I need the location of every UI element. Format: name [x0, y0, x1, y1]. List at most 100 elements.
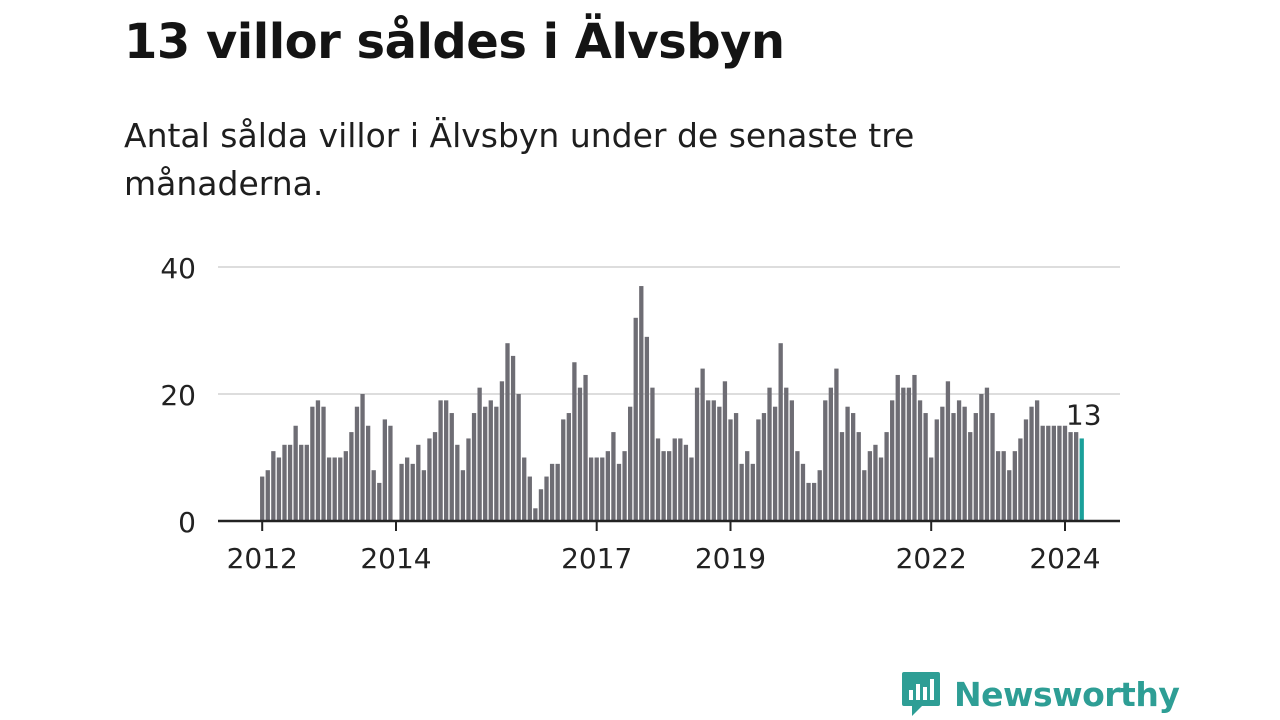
bar: [388, 425, 393, 521]
newsworthy-brand-name: Newsworthy: [954, 675, 1180, 714]
bar: [628, 406, 633, 521]
bar: [360, 394, 365, 521]
bar: [438, 400, 443, 521]
x-tick-label-2019: 2019: [695, 542, 766, 575]
bar: [321, 406, 326, 521]
bar: [689, 457, 694, 521]
bar: [733, 413, 739, 521]
bar: [488, 400, 493, 521]
x-tick-label-2017: 2017: [561, 542, 632, 575]
bar: [1057, 425, 1062, 521]
bar: [315, 400, 321, 521]
bar: [471, 413, 477, 521]
bar-chart: 0 20 40 2012 2014 2017 2019 2022 2024 13: [160, 252, 1120, 575]
bar: [951, 413, 956, 521]
bar: [549, 463, 555, 521]
bar: [739, 463, 744, 521]
bar: [1051, 425, 1056, 521]
axes: [218, 519, 1120, 531]
bar: [427, 438, 432, 521]
bar: [940, 406, 945, 521]
bar: [365, 425, 371, 521]
bar: [990, 413, 995, 521]
bar: [399, 463, 404, 521]
bar: [655, 438, 661, 521]
bar: [1046, 425, 1051, 521]
bar: [477, 387, 482, 521]
bar: [672, 438, 677, 521]
bar: [349, 432, 354, 521]
bar: [310, 406, 315, 521]
bar: [1012, 451, 1017, 521]
y-tick-label-20: 20: [160, 379, 196, 412]
bars: [260, 286, 1084, 521]
bar: [271, 451, 276, 521]
bar: [945, 381, 951, 521]
bar: [683, 444, 689, 521]
bar: [287, 444, 293, 521]
bar: [678, 438, 683, 521]
bar: [1001, 451, 1006, 521]
bar: [299, 444, 304, 521]
bar: [583, 374, 588, 521]
bar: [767, 387, 772, 521]
bar: [371, 470, 376, 521]
bar: [694, 387, 700, 521]
bar: [667, 451, 672, 521]
y-tick-label-40: 40: [160, 252, 196, 285]
bar: [761, 413, 767, 521]
data-label-latest: 13: [1066, 398, 1102, 431]
bar: [650, 387, 655, 521]
y-tick-label-0: 0: [178, 506, 196, 539]
bar: [594, 457, 599, 521]
bar: [745, 451, 750, 521]
newsworthy-logo-icon: [902, 672, 940, 716]
bar: [622, 451, 627, 521]
bar: [444, 400, 449, 521]
chart-subtitle: Antal sålda villor i Älvsbyn under de se…: [124, 116, 915, 203]
bar: [1034, 400, 1040, 521]
bar: [421, 470, 427, 521]
bar: [979, 394, 984, 521]
bar: [616, 463, 622, 521]
bar: [304, 444, 309, 521]
bar: [561, 419, 566, 521]
bar: [455, 444, 460, 521]
bar: [494, 406, 499, 521]
bar: [1062, 425, 1068, 521]
bar: [711, 400, 716, 521]
bar: [555, 463, 560, 521]
newsworthy-logo: Newsworthy: [900, 670, 1180, 720]
bar: [661, 451, 666, 521]
gridlines: [218, 266, 1120, 395]
x-tick-label-2022: 2022: [896, 542, 967, 575]
bar: [834, 368, 839, 521]
bar: [795, 451, 800, 521]
bar: [338, 457, 343, 521]
bar: [566, 413, 571, 521]
bar: [527, 476, 532, 521]
bar: [968, 432, 973, 521]
bar: [756, 419, 761, 521]
bar: [1007, 470, 1012, 521]
bar: [722, 381, 728, 521]
bar: [505, 343, 510, 521]
bar: [644, 336, 650, 521]
bar: [533, 508, 538, 521]
bar: [510, 355, 516, 521]
bar: [984, 387, 990, 521]
x-tick-label-2012: 2012: [227, 542, 298, 575]
bar: [784, 387, 789, 521]
bar: [728, 419, 733, 521]
bar: [878, 457, 884, 521]
bar: [890, 400, 895, 521]
bar: [884, 432, 889, 521]
bar: [343, 451, 348, 521]
bar: [282, 444, 287, 521]
bar: [923, 413, 928, 521]
bar: [1068, 432, 1073, 521]
bar: [265, 470, 270, 521]
bar: [499, 381, 505, 521]
labels: 0 20 40 2012 2014 2017 2019 2022 2024 13: [160, 252, 1101, 575]
bar: [600, 457, 605, 521]
